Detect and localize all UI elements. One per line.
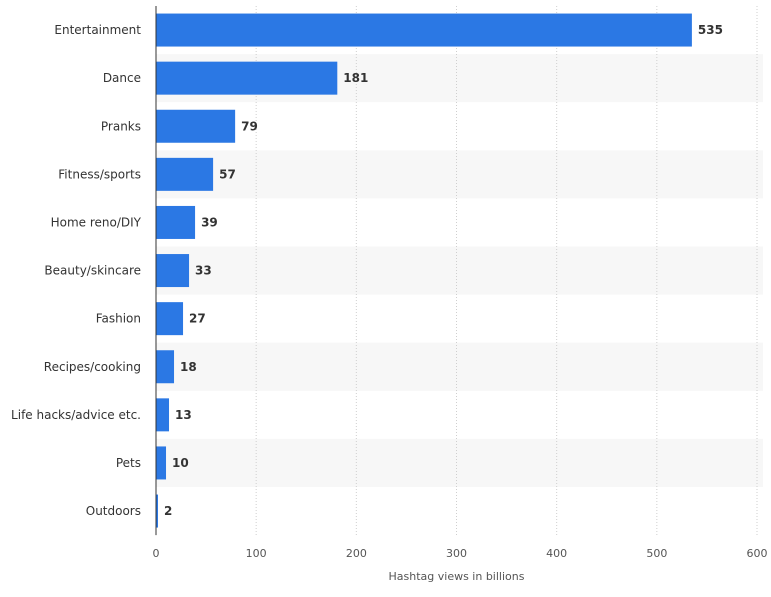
x-tick-label: 300	[446, 547, 467, 560]
x-tick-label: 100	[246, 547, 267, 560]
category-label: Beauty/skincare	[44, 264, 141, 278]
value-label: 27	[189, 312, 206, 326]
value-label: 33	[195, 264, 212, 278]
category-label: Fitness/sports	[58, 167, 141, 181]
bar	[156, 109, 236, 143]
bar	[156, 494, 159, 528]
category-labels: Entertainment Dance Pranks Fitness/sports Ho…	[11, 23, 142, 518]
value-label: 18	[180, 360, 197, 374]
row-bands	[156, 54, 763, 487]
gridlines	[255, 6, 758, 536]
category-label: Pranks	[101, 119, 141, 133]
category-label: Life hacks/advice etc.	[11, 408, 141, 422]
value-label: 39	[201, 215, 218, 229]
bar	[156, 350, 175, 384]
x-tick-label: 400	[546, 547, 567, 560]
value-label: 79	[241, 119, 258, 133]
bar	[156, 157, 214, 191]
bar	[156, 446, 167, 480]
value-labels: 535 181 79 57 39 33 27 18 13 10 2	[164, 23, 723, 518]
bars	[156, 13, 692, 528]
category-label: Home reno/DIY	[51, 215, 142, 229]
category-label: Entertainment	[54, 23, 141, 37]
bar	[156, 254, 190, 288]
row-band	[156, 438, 763, 487]
row-band	[156, 246, 763, 295]
x-tick-label: 0	[153, 547, 160, 560]
x-axis-title: Hashtag views in billions	[389, 570, 525, 583]
row-band	[156, 150, 763, 199]
value-label: 2	[164, 504, 172, 518]
value-label: 181	[343, 71, 368, 85]
bar	[156, 61, 338, 95]
category-label: Recipes/cooking	[44, 360, 141, 374]
category-label: Fashion	[96, 312, 141, 326]
value-label: 57	[219, 167, 236, 181]
value-label: 535	[698, 23, 723, 37]
value-label: 10	[172, 456, 189, 470]
category-label: Outdoors	[86, 504, 141, 518]
x-tick-label: 200	[346, 547, 367, 560]
bar	[156, 398, 170, 432]
bar	[156, 205, 196, 239]
bar	[156, 13, 692, 47]
bar	[156, 302, 184, 336]
x-tick-labels: 0 100 200 300 400 500 600	[153, 547, 768, 560]
category-label: Pets	[116, 456, 141, 470]
x-tick-label: 500	[646, 547, 667, 560]
row-band	[156, 342, 763, 391]
category-label: Dance	[103, 71, 141, 85]
x-tick-label: 600	[747, 547, 768, 560]
value-label: 13	[175, 408, 192, 422]
